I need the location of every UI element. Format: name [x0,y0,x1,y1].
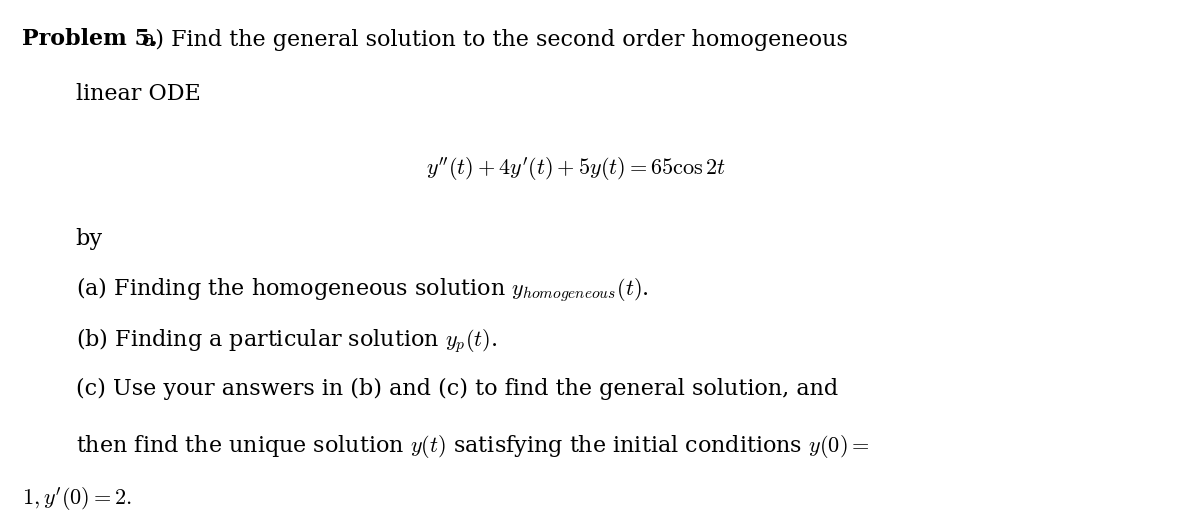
Text: $1, y'(0) = 2.$: $1, y'(0) = 2.$ [22,486,132,513]
Text: Problem 5.: Problem 5. [22,28,157,50]
Text: (a) Finding the homogeneous solution $y_{\mathit{homogeneous}}(t)$.: (a) Finding the homogeneous solution $y_… [76,275,648,304]
Text: linear ODE: linear ODE [76,83,200,105]
Text: then find the unique solution $y(t)$ satisfying the initial conditions $y(0) =$: then find the unique solution $y(t)$ sat… [76,433,869,459]
Text: a) Find the general solution to the second order homogeneous: a) Find the general solution to the seco… [142,28,847,51]
Text: (b) Finding a particular solution $y_p(t)$.: (b) Finding a particular solution $y_p(t… [76,326,497,355]
Text: $y''(t) + 4y'(t) + 5y(t) = 65\cos 2t$: $y''(t) + 4y'(t) + 5y(t) = 65\cos 2t$ [426,155,726,183]
Text: by: by [76,228,103,250]
Text: (c) Use your answers in (b) and (c) to find the general solution, and: (c) Use your answers in (b) and (c) to f… [76,378,838,400]
